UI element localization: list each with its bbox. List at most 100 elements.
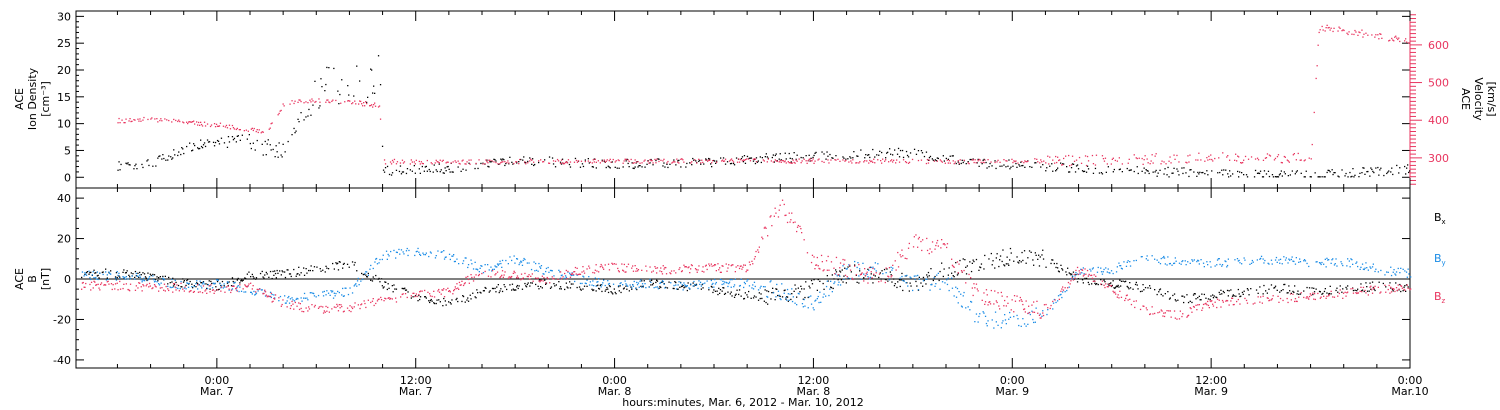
bottom-data-point xyxy=(769,281,771,283)
bottom-data-point xyxy=(1392,290,1394,292)
bottom-data-point xyxy=(1289,259,1291,261)
top-data-point xyxy=(790,161,792,163)
bottom-data-point xyxy=(752,297,755,299)
bottom-data-point xyxy=(449,302,451,304)
bottom-data-point xyxy=(1337,295,1339,297)
top-data-point xyxy=(907,156,910,158)
top-data-point xyxy=(925,162,928,165)
bottom-data-point xyxy=(1136,284,1138,286)
top-left-tick-label: 5 xyxy=(64,144,71,157)
bottom-data-point xyxy=(539,266,541,268)
top-data-point xyxy=(1024,160,1026,162)
top-data-point xyxy=(1042,164,1044,166)
bottom-data-point xyxy=(743,298,745,300)
bottom-data-point xyxy=(831,274,833,276)
bottom-data-point xyxy=(637,282,640,284)
bottom-data-point xyxy=(813,279,815,281)
bottom-data-point xyxy=(1066,289,1068,292)
bottom-data-point xyxy=(1175,260,1177,262)
top-data-point xyxy=(1045,170,1047,172)
top-data-point xyxy=(864,157,866,159)
bottom-data-point xyxy=(599,266,601,268)
bottom-data-point xyxy=(1384,284,1386,286)
bottom-data-point xyxy=(934,248,936,250)
bottom-data-point xyxy=(840,279,843,281)
top-data-point xyxy=(186,145,188,148)
top-data-point xyxy=(166,119,168,121)
top-data-point xyxy=(801,160,803,162)
bottom-data-point xyxy=(1158,291,1160,293)
top-data-point xyxy=(772,154,774,156)
bottom-data-point xyxy=(1057,267,1059,269)
bottom-data-point xyxy=(236,290,238,292)
bottom-data-point xyxy=(781,283,783,285)
top-data-point xyxy=(976,162,978,164)
top-data-point xyxy=(806,162,808,164)
top-data-point xyxy=(193,143,195,145)
bottom-data-point xyxy=(429,301,431,304)
top-data-point xyxy=(468,162,470,164)
top-data-point xyxy=(692,157,694,160)
top-data-point xyxy=(872,148,874,151)
top-data-point xyxy=(983,158,985,161)
bottom-data-point xyxy=(99,272,101,274)
top-data-point xyxy=(352,102,354,104)
top-right-tick-label: 500 xyxy=(1428,77,1449,90)
bottom-data-point xyxy=(683,264,685,266)
bottom-data-point xyxy=(761,236,763,238)
bottom-data-point xyxy=(786,299,788,301)
top-data-point xyxy=(897,147,900,150)
bottom-data-point xyxy=(1134,283,1137,286)
top-data-point xyxy=(1406,167,1408,169)
bottom-data-point xyxy=(1360,283,1362,285)
bottom-data-point xyxy=(90,278,92,281)
top-data-point xyxy=(1010,166,1012,168)
top-data-point xyxy=(192,121,194,123)
bottom-data-point xyxy=(1308,265,1310,268)
bottom-data-point xyxy=(195,283,197,285)
bottom-data-point xyxy=(131,275,133,277)
top-data-point xyxy=(730,162,733,165)
top-data-point xyxy=(216,139,219,142)
top-data-point xyxy=(369,105,371,107)
bottom-data-point xyxy=(938,279,940,282)
bottom-data-point xyxy=(270,296,272,299)
top-data-point xyxy=(1237,155,1239,157)
bottom-data-point xyxy=(1032,311,1034,313)
bottom-data-point xyxy=(1367,269,1369,271)
bottom-data-point xyxy=(122,276,124,278)
top-data-point xyxy=(709,158,711,160)
bottom-data-point xyxy=(1233,295,1235,297)
bottom-data-point xyxy=(710,263,712,265)
top-data-point xyxy=(1166,174,1168,176)
bottom-data-point xyxy=(255,292,258,294)
bottom-data-point xyxy=(1250,262,1253,264)
bottom-data-point xyxy=(1284,259,1287,261)
top-data-point xyxy=(680,158,682,160)
bottom-data-point xyxy=(823,288,825,290)
bottom-data-point xyxy=(770,215,772,217)
x-tick-date-label: Mar. 8 xyxy=(797,385,831,398)
top-data-point xyxy=(637,166,639,168)
bottom-data-point xyxy=(376,263,379,265)
top-data-point xyxy=(626,158,628,160)
bottom-data-point xyxy=(1300,292,1302,294)
bottom-data-point xyxy=(416,250,418,252)
bottom-data-point xyxy=(436,299,438,301)
top-data-point xyxy=(1346,32,1348,34)
top-data-point xyxy=(814,160,816,162)
top-data-point xyxy=(238,129,240,131)
top-data-point xyxy=(1332,30,1334,33)
bottom-data-point xyxy=(910,285,912,287)
bottom-data-point xyxy=(565,276,567,278)
top-data-point xyxy=(849,156,851,158)
bottom-data-point xyxy=(1388,284,1390,287)
bottom-data-point xyxy=(323,290,325,293)
bottom-data-point xyxy=(344,287,346,289)
bottom-data-point xyxy=(277,272,279,274)
top-data-point xyxy=(560,159,563,161)
top-data-point xyxy=(1017,162,1019,164)
top-data-point xyxy=(895,162,897,164)
bottom-data-point xyxy=(273,297,275,300)
top-data-point xyxy=(1141,170,1143,172)
